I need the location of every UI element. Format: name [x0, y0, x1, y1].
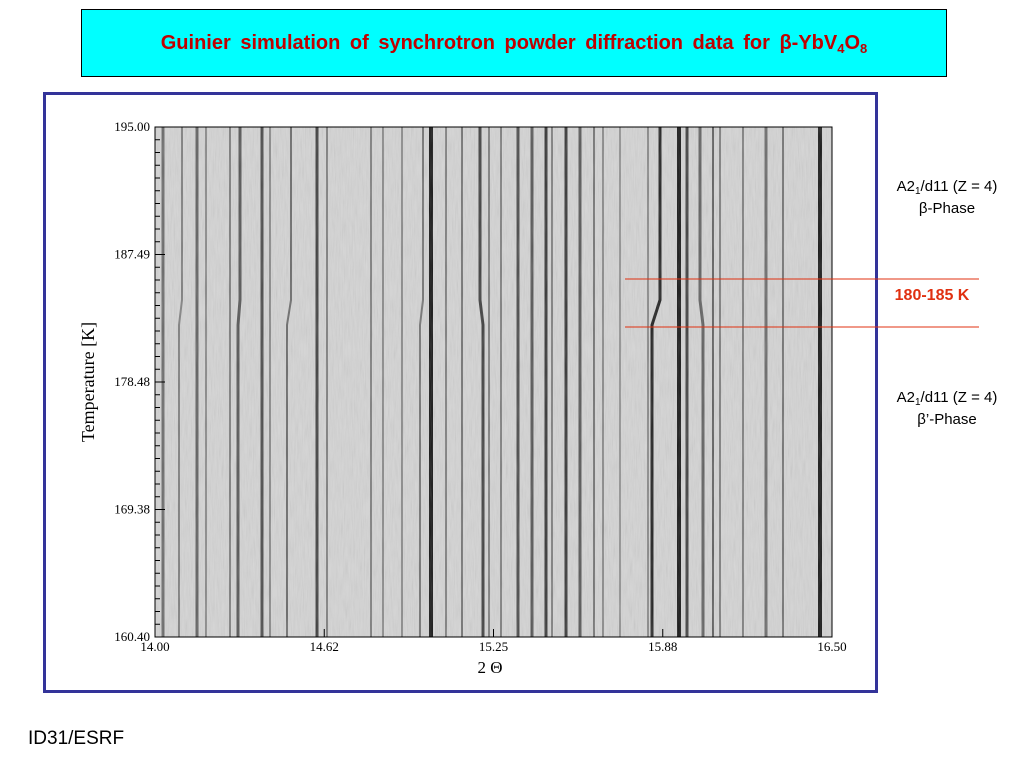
note-text: A2 — [896, 389, 915, 406]
title-sub: 8 — [860, 40, 868, 56]
note-text: β’-Phase — [917, 411, 977, 428]
title-box: Guinier simulation of synchrotron powder… — [81, 9, 947, 77]
note-sub: 1 — [914, 186, 921, 197]
x-axis-label: 2 Θ — [477, 658, 502, 677]
y-tick-label: 195.00 — [114, 119, 150, 134]
x-tick-label: 15.88 — [648, 639, 677, 654]
y-tick-label: 187.49 — [114, 247, 150, 262]
y-tick-label: 169.38 — [114, 502, 150, 517]
axes: 14.00 14.62 15.25 15.88 16.50 195.00 187.49 178… — [114, 119, 846, 654]
x-tick-label: 14.62 — [310, 639, 339, 654]
title-text: Guinier simulation of synchrotron powder… — [160, 31, 838, 54]
x-tick-label: 14.00 — [140, 639, 169, 654]
note-text: /d11 (Z = 4) — [920, 178, 998, 195]
x-tick-label: 16.50 — [817, 639, 846, 654]
title: Guinier simulation of synchrotron powder… — [161, 32, 868, 55]
title-sub: 4 — [837, 40, 845, 56]
footer: ID31/ESRF — [28, 728, 125, 749]
note-sub: 1 — [914, 397, 921, 408]
plot-noise — [155, 127, 832, 637]
note-text: /d11 (Z = 4) — [920, 389, 998, 406]
y-tick-label: 178.48 — [114, 374, 150, 389]
title-text: O — [844, 31, 861, 54]
upper-phase-note: A21/d11 (Z = 4) β-Phase — [877, 176, 1017, 220]
note-text: A2 — [896, 178, 915, 195]
note-text: β-Phase — [918, 200, 976, 217]
lower-phase-note: A21/d11 (Z = 4) β’-Phase — [877, 387, 1017, 431]
x-tick-label: 15.25 — [479, 639, 508, 654]
y-tick-label: 160.40 — [114, 629, 150, 644]
y-axis-label: Temperature [K] — [78, 322, 98, 442]
figure-frame — [43, 92, 878, 693]
transition-range: 180-185 K — [894, 287, 970, 304]
